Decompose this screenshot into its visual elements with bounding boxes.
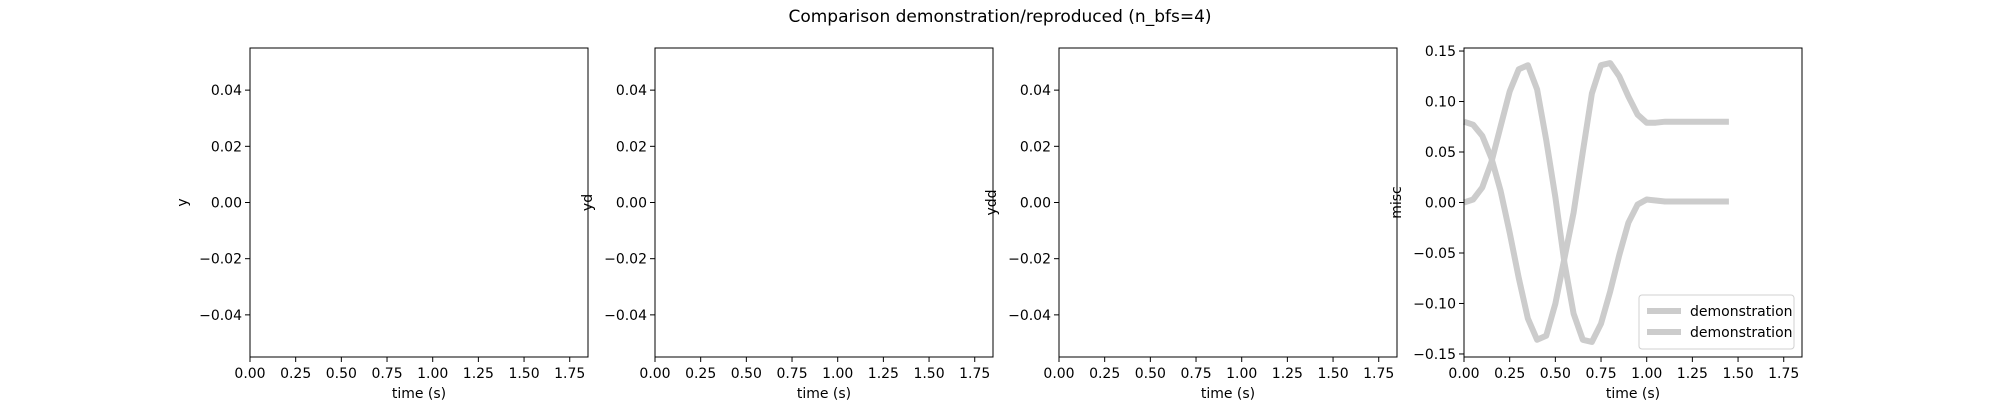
y-axis-label: y bbox=[175, 198, 191, 206]
y-tick-label: 0.00 bbox=[211, 196, 242, 212]
x-axis-label: time (s) bbox=[1201, 386, 1255, 400]
series-line-2 bbox=[1463, 62, 1729, 345]
y-tick-label: 0.00 bbox=[1020, 196, 1051, 212]
x-tick-label: 1.25 bbox=[463, 366, 494, 382]
x-tick-label: 0.25 bbox=[685, 366, 716, 382]
axes-frame bbox=[654, 47, 994, 358]
y-tick-label: −0.15 bbox=[1413, 347, 1456, 363]
subplot-misc: 0.00 0.25 0.50 0.75 1.00 1.25 1.50 1.75 0.15 0.10… bbox=[1389, 44, 1803, 400]
subplot-ydd: 0.00 0.25 0.50 0.75 1.00 1.25 1.50 1.75 0.04 0.02… bbox=[984, 47, 1398, 400]
x-tick-label: 0.00 bbox=[1043, 366, 1074, 382]
axes-frame bbox=[249, 47, 589, 358]
x-tick-label: 0.75 bbox=[776, 366, 807, 382]
x-tick-label: 1.25 bbox=[1677, 366, 1708, 382]
axes-layer: 0.00 0.25 0.50 0.75 1.00 1.25 1.50 1.75 0.04 0.02… bbox=[175, 44, 1803, 400]
y-tick-label: −0.02 bbox=[1008, 252, 1051, 268]
y-tick-label: −0.04 bbox=[199, 308, 242, 324]
x-tick-label: 1.00 bbox=[417, 366, 448, 382]
y-tick-label: 0.15 bbox=[1425, 44, 1456, 60]
x-tick-label: 0.50 bbox=[1135, 366, 1166, 382]
x-tick-label: 0.25 bbox=[1494, 366, 1525, 382]
x-tick-label: 0.50 bbox=[326, 366, 357, 382]
x-axis-label: time (s) bbox=[392, 386, 446, 400]
y-tick-label: −0.10 bbox=[1413, 296, 1456, 312]
x-tick-label: 1.75 bbox=[554, 366, 585, 382]
y-tick-label: 0.10 bbox=[1425, 95, 1456, 111]
x-tick-label: 0.00 bbox=[1448, 366, 1479, 382]
y-axis-label: ydd bbox=[984, 189, 1000, 215]
x-tick-label: 0.25 bbox=[280, 366, 311, 382]
x-tick-label: 1.75 bbox=[1768, 366, 1799, 382]
legend: demonstration demonstration bbox=[1638, 294, 1795, 350]
y-axis-label: misc bbox=[1389, 186, 1405, 219]
y-tick-label: −0.02 bbox=[199, 252, 242, 268]
x-tick-label: 1.50 bbox=[1317, 366, 1348, 382]
axes-frame bbox=[1058, 47, 1398, 358]
y-tick-label: 0.00 bbox=[1425, 196, 1456, 212]
x-tick-label: 0.00 bbox=[639, 366, 670, 382]
y-tick-label: 0.04 bbox=[211, 83, 242, 99]
series-line-1 bbox=[1463, 60, 1729, 343]
y-tick-label: 0.02 bbox=[211, 139, 242, 155]
y-tick-label: −0.02 bbox=[604, 252, 647, 268]
x-tick-label: 1.00 bbox=[1631, 366, 1662, 382]
x-tick-label: 1.50 bbox=[1722, 366, 1753, 382]
x-tick-label: 0.75 bbox=[371, 366, 402, 382]
x-axis-label: time (s) bbox=[1606, 386, 1660, 400]
x-tick-label: 1.75 bbox=[959, 366, 990, 382]
y-tick-label: −0.04 bbox=[604, 308, 647, 324]
y-tick-label: 0.05 bbox=[1425, 145, 1456, 161]
y-tick-label: −0.05 bbox=[1413, 246, 1456, 262]
figure-title: Comparison demonstration/reproduced (n_b… bbox=[788, 7, 1211, 27]
y-tick-label: 0.04 bbox=[1020, 83, 1051, 99]
x-tick-label: 0.50 bbox=[731, 366, 762, 382]
x-tick-label: 0.75 bbox=[1180, 366, 1211, 382]
x-tick-label: 1.25 bbox=[1272, 366, 1303, 382]
x-tick-label: 0.75 bbox=[1585, 366, 1616, 382]
x-tick-label: 0.50 bbox=[1540, 366, 1571, 382]
y-tick-label: 0.02 bbox=[616, 139, 647, 155]
legend-label: demonstration bbox=[1690, 304, 1793, 320]
y-tick-label: −0.04 bbox=[1008, 308, 1051, 324]
subplot-y: 0.00 0.25 0.50 0.75 1.00 1.25 1.50 1.75 0.04 0.02… bbox=[175, 47, 589, 400]
y-tick-label: 0.02 bbox=[1020, 139, 1051, 155]
legend-label: demonstration bbox=[1690, 325, 1793, 341]
subplot-yd: 0.00 0.25 0.50 0.75 1.00 1.25 1.50 1.75 0.04 0.02… bbox=[580, 47, 994, 400]
x-tick-label: 0.25 bbox=[1089, 366, 1120, 382]
y-tick-label: 0.00 bbox=[616, 196, 647, 212]
x-axis-label: time (s) bbox=[797, 386, 851, 400]
x-tick-label: 0.00 bbox=[234, 366, 265, 382]
y-axis-label: yd bbox=[580, 194, 596, 211]
x-tick-label: 1.75 bbox=[1363, 366, 1394, 382]
x-tick-label: 1.00 bbox=[1226, 366, 1257, 382]
x-tick-label: 1.25 bbox=[868, 366, 899, 382]
x-tick-label: 1.50 bbox=[913, 366, 944, 382]
x-tick-label: 1.00 bbox=[822, 366, 853, 382]
x-tick-label: 1.50 bbox=[508, 366, 539, 382]
y-tick-label: 0.04 bbox=[616, 83, 647, 99]
